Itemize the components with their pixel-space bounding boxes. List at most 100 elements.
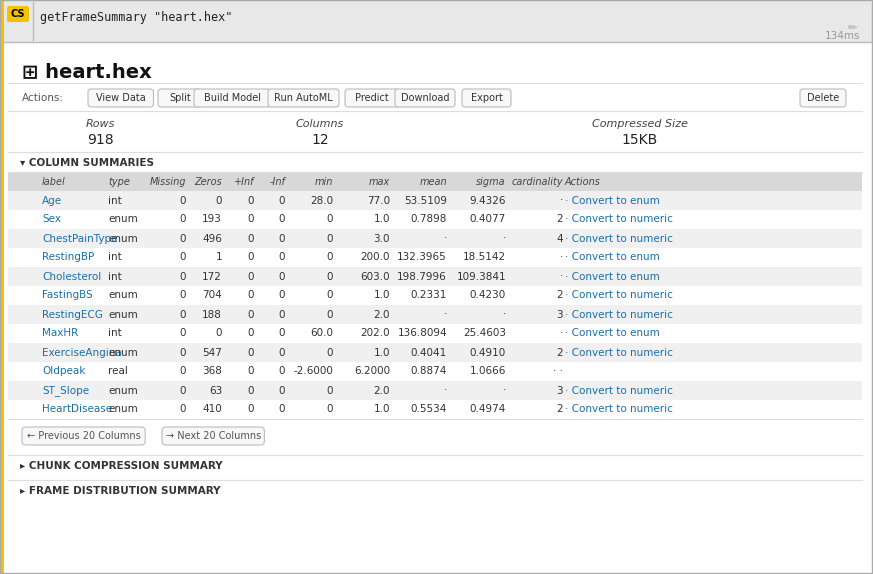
Text: · Convert to enum: · Convert to enum bbox=[565, 253, 660, 262]
Text: enum: enum bbox=[108, 386, 138, 395]
Text: View Data: View Data bbox=[96, 93, 146, 103]
Text: ▸ FRAME DISTRIBUTION SUMMARY: ▸ FRAME DISTRIBUTION SUMMARY bbox=[20, 486, 221, 496]
Text: enum: enum bbox=[108, 347, 138, 358]
Text: 2: 2 bbox=[556, 215, 563, 224]
Text: int: int bbox=[108, 272, 121, 281]
Text: 0.4974: 0.4974 bbox=[470, 405, 506, 414]
Text: CS: CS bbox=[10, 9, 25, 19]
Text: 0: 0 bbox=[248, 196, 254, 205]
FancyBboxPatch shape bbox=[462, 89, 511, 107]
Text: 0: 0 bbox=[180, 290, 186, 301]
Text: +Inf: +Inf bbox=[233, 177, 254, 187]
FancyBboxPatch shape bbox=[88, 89, 154, 107]
Text: 0: 0 bbox=[327, 253, 333, 262]
Text: ST_Slope: ST_Slope bbox=[42, 385, 89, 396]
Text: 3: 3 bbox=[556, 386, 563, 395]
Text: 0.4230: 0.4230 bbox=[470, 290, 506, 301]
Text: 0: 0 bbox=[278, 347, 285, 358]
Text: ·: · bbox=[443, 386, 447, 395]
Text: int: int bbox=[108, 328, 121, 339]
Text: 0: 0 bbox=[248, 367, 254, 377]
Text: enum: enum bbox=[108, 234, 138, 243]
Text: 1: 1 bbox=[216, 253, 222, 262]
Text: 53.5109: 53.5109 bbox=[404, 196, 447, 205]
Text: type: type bbox=[108, 177, 130, 187]
Text: 9.4326: 9.4326 bbox=[470, 196, 506, 205]
Text: 2.0: 2.0 bbox=[374, 386, 390, 395]
Text: 0: 0 bbox=[248, 347, 254, 358]
Text: ·: · bbox=[503, 386, 506, 395]
Text: label: label bbox=[42, 177, 65, 187]
Text: Compressed Size: Compressed Size bbox=[592, 119, 688, 129]
Text: 0: 0 bbox=[327, 290, 333, 301]
FancyBboxPatch shape bbox=[162, 427, 265, 445]
Text: Export: Export bbox=[471, 93, 503, 103]
Text: 0: 0 bbox=[248, 386, 254, 395]
Text: · Convert to numeric: · Convert to numeric bbox=[565, 215, 673, 224]
Text: 202.0: 202.0 bbox=[361, 328, 390, 339]
Text: -Inf: -Inf bbox=[269, 177, 285, 187]
Text: 704: 704 bbox=[203, 290, 222, 301]
Text: 0: 0 bbox=[180, 309, 186, 320]
Text: 18.5142: 18.5142 bbox=[463, 253, 506, 262]
Text: 0: 0 bbox=[180, 386, 186, 395]
Text: Actions:: Actions: bbox=[22, 93, 64, 103]
Text: 0: 0 bbox=[278, 405, 285, 414]
Text: · Convert to numeric: · Convert to numeric bbox=[565, 405, 673, 414]
Text: 4: 4 bbox=[556, 234, 563, 243]
Text: 0: 0 bbox=[180, 367, 186, 377]
Text: 132.3965: 132.3965 bbox=[397, 253, 447, 262]
Text: 0: 0 bbox=[248, 309, 254, 320]
Text: FastingBS: FastingBS bbox=[42, 290, 93, 301]
Text: 0: 0 bbox=[327, 386, 333, 395]
Text: 134ms: 134ms bbox=[824, 31, 860, 41]
Text: 0: 0 bbox=[180, 253, 186, 262]
Text: 0: 0 bbox=[248, 253, 254, 262]
Text: min: min bbox=[314, 177, 333, 187]
Text: ▸ CHUNK COMPRESSION SUMMARY: ▸ CHUNK COMPRESSION SUMMARY bbox=[20, 461, 223, 471]
Text: Delete: Delete bbox=[807, 93, 839, 103]
Text: Split: Split bbox=[168, 93, 190, 103]
Text: 0: 0 bbox=[327, 215, 333, 224]
Bar bbox=[8, 191, 862, 210]
Text: ·: · bbox=[560, 253, 563, 262]
Text: 12: 12 bbox=[311, 133, 329, 147]
Text: 0: 0 bbox=[180, 196, 186, 205]
Bar bbox=[8, 210, 862, 229]
Text: 0: 0 bbox=[216, 328, 222, 339]
Text: 0: 0 bbox=[278, 309, 285, 320]
Text: Cholesterol: Cholesterol bbox=[42, 272, 101, 281]
Text: 0: 0 bbox=[180, 234, 186, 243]
Text: ·: · bbox=[443, 309, 447, 320]
Text: enum: enum bbox=[108, 405, 138, 414]
Text: cardinality: cardinality bbox=[512, 177, 563, 187]
Bar bbox=[8, 248, 862, 267]
Text: 0.2331: 0.2331 bbox=[410, 290, 447, 301]
Text: sigma: sigma bbox=[477, 177, 506, 187]
Bar bbox=[8, 343, 862, 362]
Text: 0: 0 bbox=[216, 196, 222, 205]
Text: max: max bbox=[368, 177, 390, 187]
Text: 0: 0 bbox=[180, 215, 186, 224]
FancyBboxPatch shape bbox=[800, 89, 846, 107]
Text: 198.7996: 198.7996 bbox=[397, 272, 447, 281]
Text: · Convert to enum: · Convert to enum bbox=[565, 272, 660, 281]
Text: 1.0: 1.0 bbox=[374, 215, 390, 224]
Text: 410: 410 bbox=[203, 405, 222, 414]
Bar bbox=[8, 381, 862, 400]
Text: 0: 0 bbox=[278, 386, 285, 395]
Text: int: int bbox=[108, 196, 121, 205]
Text: ·: · bbox=[560, 272, 563, 281]
Text: Predict: Predict bbox=[355, 93, 389, 103]
Text: 496: 496 bbox=[203, 234, 222, 243]
Text: 63: 63 bbox=[209, 386, 222, 395]
Text: 547: 547 bbox=[203, 347, 222, 358]
Text: 0.8874: 0.8874 bbox=[410, 367, 447, 377]
Text: 0: 0 bbox=[327, 234, 333, 243]
Text: · Convert to numeric: · Convert to numeric bbox=[565, 234, 673, 243]
Text: 0: 0 bbox=[327, 309, 333, 320]
FancyBboxPatch shape bbox=[158, 89, 202, 107]
Text: 0: 0 bbox=[248, 215, 254, 224]
Text: · Convert to numeric: · Convert to numeric bbox=[565, 386, 673, 395]
Text: 25.4603: 25.4603 bbox=[463, 328, 506, 339]
